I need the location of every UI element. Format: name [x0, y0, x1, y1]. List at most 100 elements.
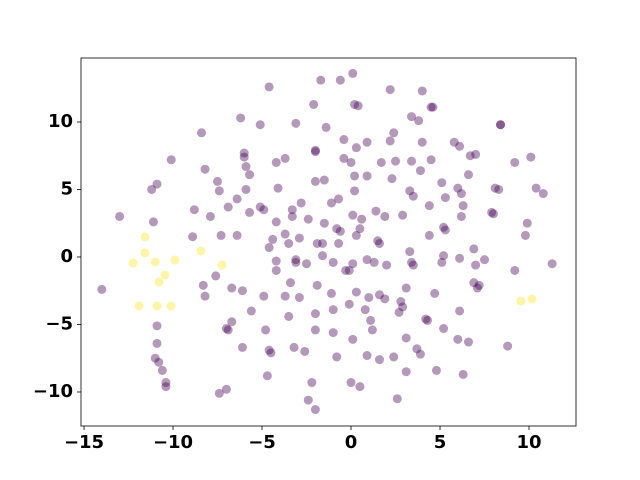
scatter-point [152, 301, 162, 311]
scatter-point [152, 179, 162, 189]
y-tick-label: 5 [60, 178, 73, 199]
scatter-point [280, 153, 290, 163]
scatter-point [355, 382, 365, 392]
scatter-point [348, 259, 358, 269]
scatter-point [312, 238, 322, 248]
scatter-point [369, 257, 379, 267]
scatter-point [469, 278, 479, 288]
scatter-point [522, 218, 532, 228]
scatter-point [414, 116, 424, 126]
scatter-point [246, 306, 256, 316]
scatter-point [348, 210, 358, 220]
scatter-point [284, 238, 294, 248]
scatter-point [161, 382, 171, 392]
scatter-point [152, 321, 162, 331]
scatter-point [362, 255, 372, 265]
scatter-point [371, 206, 381, 216]
x-tick-label: −10 [153, 432, 193, 453]
scatter-point [318, 251, 328, 261]
scatter-point [382, 260, 392, 270]
scatter-point [223, 202, 233, 212]
scatter-point [385, 85, 395, 95]
scatter-point [296, 198, 306, 208]
scatter-point [300, 346, 310, 356]
scatter-point [303, 395, 313, 405]
scatter-point [150, 353, 160, 363]
scatter-point [157, 365, 167, 375]
scatter-point [458, 201, 468, 211]
scatter-point [321, 122, 331, 132]
scatter-point [310, 176, 320, 186]
scatter-point [496, 120, 506, 130]
scatter-point [161, 378, 171, 388]
scatter-point [271, 157, 281, 167]
scatter-point [264, 82, 274, 92]
scatter-point [310, 325, 320, 335]
scatter-point [264, 345, 274, 355]
scatter-point [490, 183, 500, 193]
scatter-point [417, 137, 427, 147]
y-tick-label: −5 [45, 313, 73, 334]
scatter-point [437, 257, 447, 267]
scatter-point [170, 255, 180, 265]
scatter-point [335, 226, 345, 236]
scatter-point [344, 299, 354, 309]
scatter-point [415, 166, 425, 176]
scatter-point [264, 243, 274, 253]
scatter-point [547, 259, 557, 269]
scatter-point [328, 328, 338, 338]
scatter-point [211, 271, 221, 281]
scatter-point [140, 248, 150, 258]
scatter-point [401, 283, 411, 293]
scatter-point [150, 257, 160, 267]
scatter-point [289, 342, 299, 352]
scatter-point [389, 352, 399, 362]
scatter-point [303, 214, 313, 224]
scatter-point [516, 296, 526, 306]
x-tick-label: −15 [64, 432, 104, 453]
scatter-point [380, 211, 390, 221]
scatter-point [213, 176, 223, 186]
scatter-point [360, 305, 370, 315]
scatter-point [294, 292, 304, 302]
scatter-point [316, 75, 326, 85]
scatter-point [205, 211, 215, 221]
scatter-point [351, 230, 361, 240]
scatter-point [471, 260, 481, 270]
scatter-point [424, 201, 434, 211]
scatter-point [166, 155, 176, 165]
y-tick-label: 0 [60, 246, 73, 267]
x-tick-label: 10 [516, 432, 541, 453]
scatter-point [408, 260, 418, 270]
scatter-point [362, 351, 372, 361]
scatter-point [166, 301, 176, 311]
scatter-point [309, 99, 319, 109]
scatter-point [474, 280, 484, 290]
scatter-point [307, 378, 317, 388]
scatter-point [227, 317, 237, 327]
scatter-point [328, 305, 338, 315]
scatter-point [503, 341, 513, 351]
scatter-point [366, 315, 376, 325]
scatter-point [531, 183, 541, 193]
scatter-point [440, 225, 450, 235]
scatter-point [392, 394, 402, 404]
scatter-point [362, 171, 372, 181]
scatter-point [245, 170, 255, 180]
scatter-point [385, 136, 395, 146]
scatter-point [291, 255, 301, 265]
scatter-point [237, 342, 247, 352]
scatter-point [221, 384, 231, 394]
scatter-point [147, 184, 157, 194]
scatter-point [291, 118, 301, 128]
scatter-point [389, 128, 399, 138]
scatter-point [424, 230, 434, 240]
scatter-point [310, 145, 320, 155]
scatter-point [294, 233, 304, 243]
scatter-point [463, 170, 473, 180]
scatter-point [346, 378, 356, 388]
scatter-point [154, 277, 164, 287]
scatter-point [196, 246, 206, 256]
scatter-point [407, 112, 417, 122]
